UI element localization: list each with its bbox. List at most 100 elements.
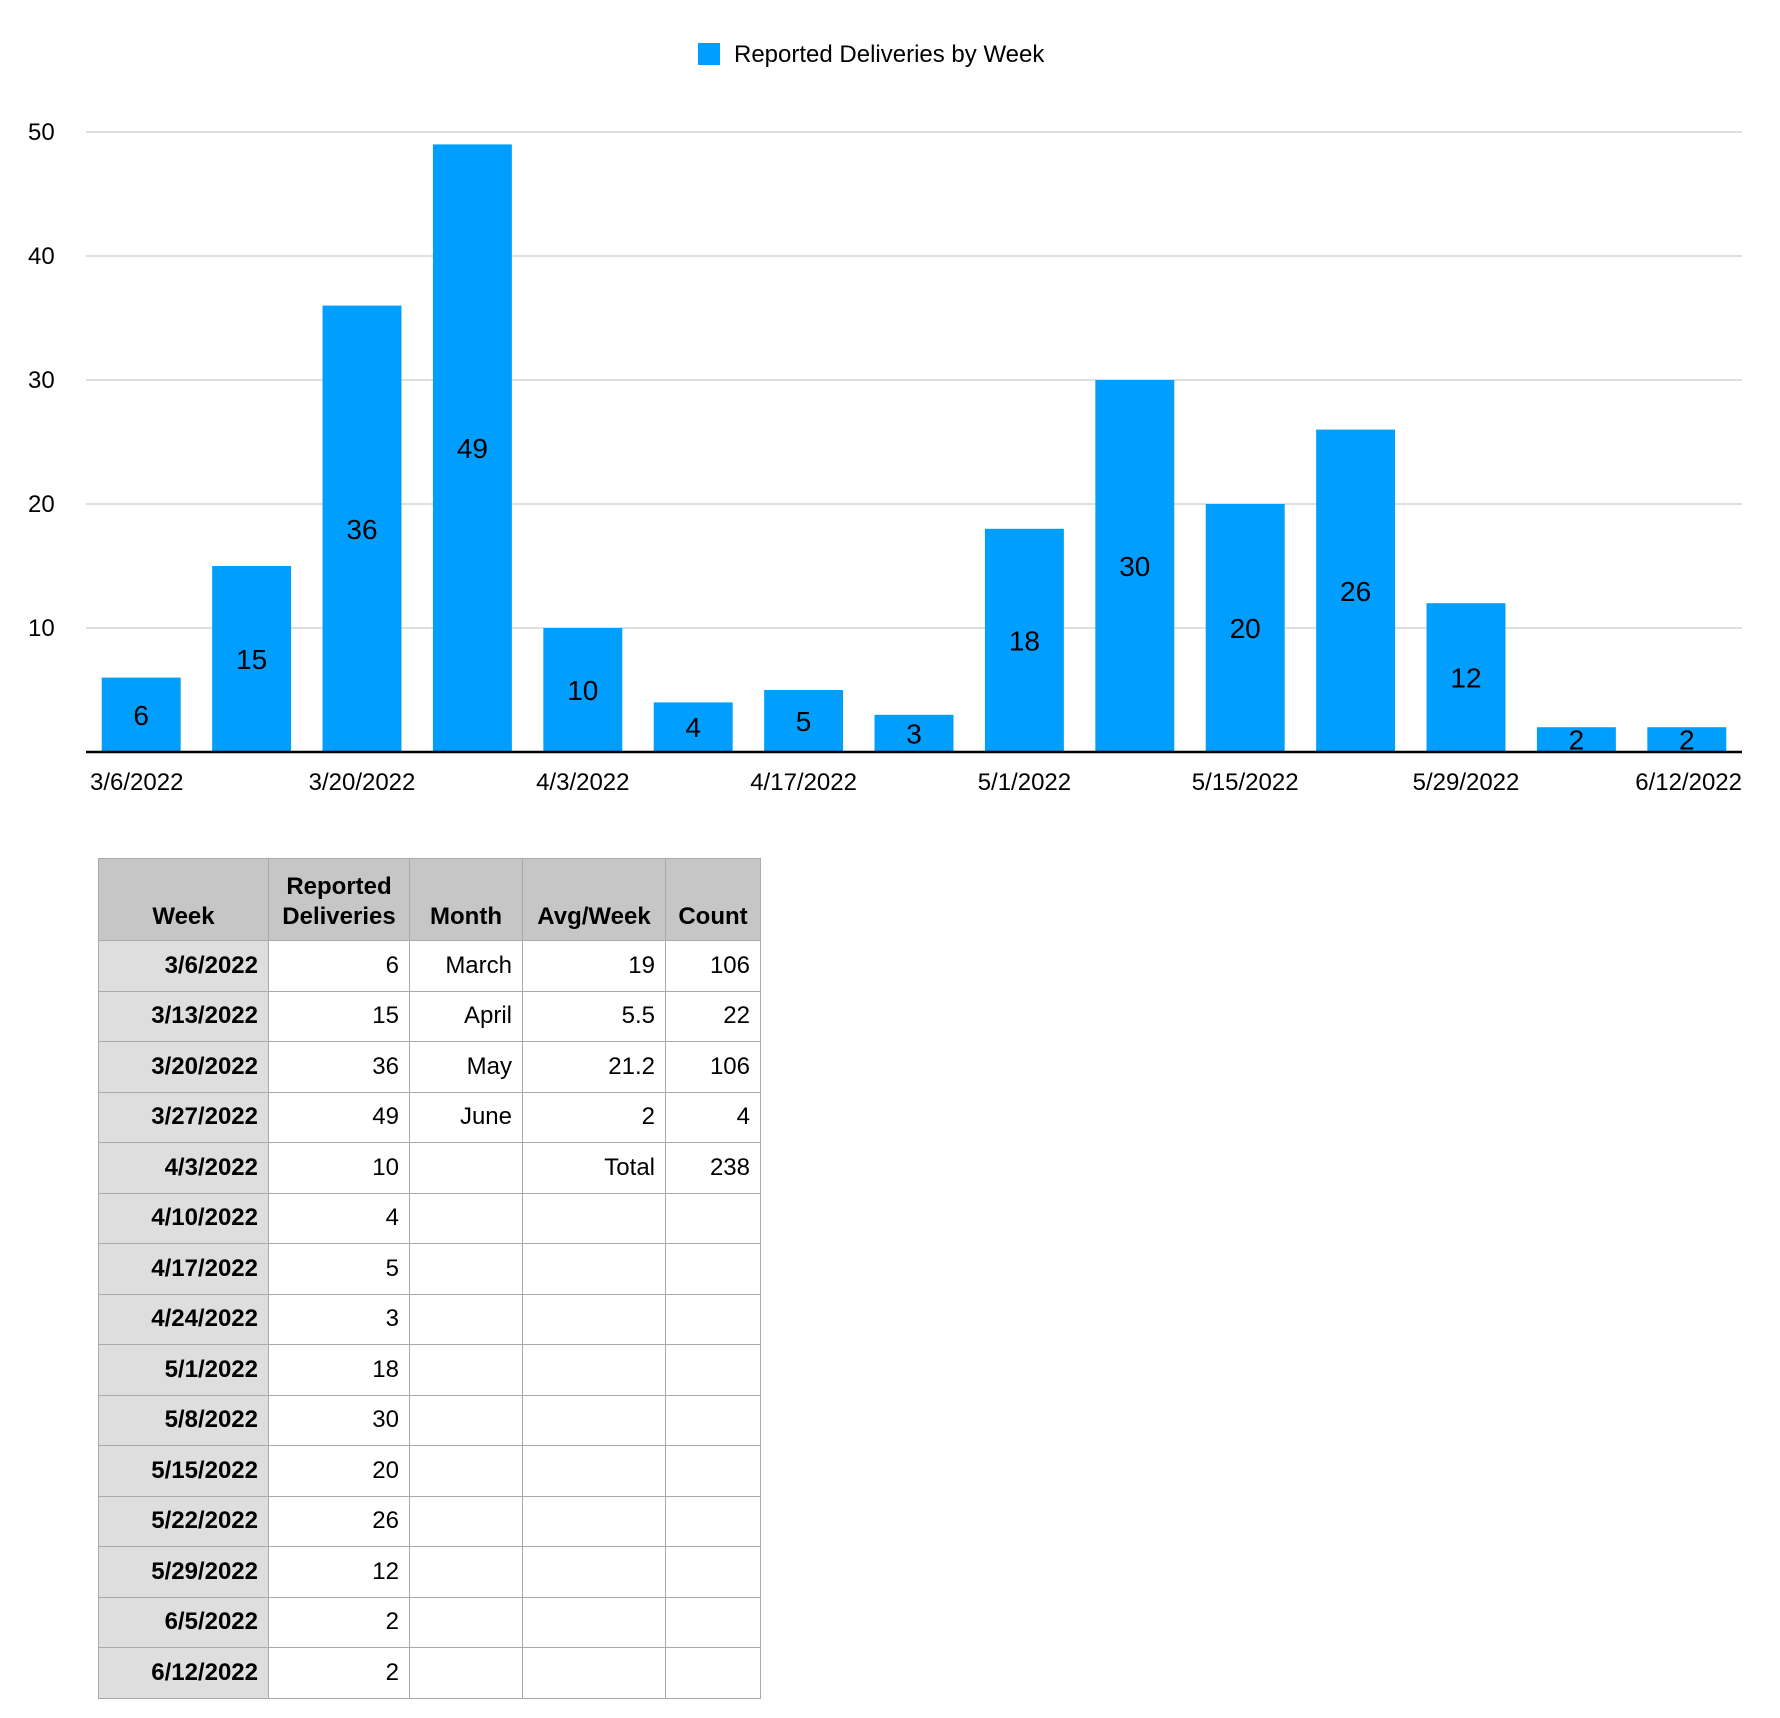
table-cell: May	[409, 1041, 523, 1093]
table-cell	[665, 1344, 761, 1396]
week-cell: 4/10/2022	[98, 1192, 269, 1244]
table-row: 3/27/2022 49 June 2 4	[98, 1091, 761, 1143]
chart-legend: Reported Deliveries by Week	[698, 41, 1045, 68]
table-cell	[665, 1495, 761, 1547]
bar	[1647, 727, 1727, 752]
table-cell: 30	[268, 1394, 410, 1446]
bar	[1095, 380, 1175, 752]
table-cell: 10	[268, 1142, 410, 1194]
bar-data-label: 26	[1340, 576, 1371, 607]
week-cell: 5/29/2022	[98, 1546, 269, 1598]
x-tick-label: 5/15/2022	[1192, 769, 1299, 796]
column-header: Avg/Week	[522, 858, 666, 941]
bar	[653, 702, 733, 752]
bar-data-label: 2	[1569, 725, 1585, 756]
table-cell: 20	[268, 1445, 410, 1497]
bar	[1536, 727, 1616, 752]
bar-data-label: 15	[236, 644, 267, 675]
bar	[322, 305, 402, 752]
table-cell	[522, 1344, 666, 1396]
table-row: 5/15/2022 20	[98, 1445, 761, 1497]
table-cell	[665, 1293, 761, 1345]
week-cell: 3/20/2022	[98, 1041, 269, 1093]
table-cell: 49	[268, 1091, 410, 1143]
table-cell	[665, 1243, 761, 1295]
table-row: 3/13/2022 15 April 5.5 22	[98, 990, 761, 1042]
table-row: 5/1/2022 18	[98, 1344, 761, 1396]
bar	[101, 677, 181, 752]
table-cell: 12	[268, 1546, 410, 1598]
week-cell: 4/3/2022	[98, 1142, 269, 1194]
week-cell: 3/27/2022	[98, 1091, 269, 1143]
table-header-row: Week Reported Deliveries Month Avg/Week Count	[98, 858, 761, 941]
column-header-text: Count	[678, 903, 748, 930]
table-cell: 2	[268, 1647, 410, 1699]
bar-data-label: 49	[457, 433, 488, 464]
bar	[1316, 429, 1396, 752]
bar	[1426, 603, 1506, 752]
table-cell	[409, 1647, 523, 1699]
y-tick-label: 50	[28, 119, 55, 146]
bar-data-label: 18	[1009, 625, 1040, 656]
table-cell	[409, 1344, 523, 1396]
legend-label: Reported Deliveries by Week	[734, 41, 1045, 68]
y-tick-label: 20	[28, 491, 55, 518]
week-cell: 3/13/2022	[98, 990, 269, 1042]
column-header-text: Week	[152, 903, 215, 930]
x-tick-label: 5/29/2022	[1413, 769, 1520, 796]
x-axis-tick-labels: 3/6/2022 3/20/2022 4/3/2022 4/17/2022 5/1/20…	[90, 769, 1742, 796]
x-tick-label: 3/6/2022	[90, 769, 183, 796]
table-cell	[409, 1142, 523, 1194]
column-header-text: Avg/Week	[537, 903, 651, 930]
bar-data-label: 3	[906, 718, 922, 749]
table-row: 5/8/2022 30	[98, 1394, 761, 1446]
table-cell	[522, 1243, 666, 1295]
column-header: Week	[98, 858, 269, 941]
bars	[101, 144, 1727, 752]
bar-chart: Reported Deliveries by Week 10 20 30 40 50 6…	[28, 41, 1742, 796]
table-cell: 22	[665, 990, 761, 1042]
table-cell	[409, 1596, 523, 1648]
y-tick-label: 10	[28, 615, 55, 642]
table-row: 4/17/2022 5	[98, 1243, 761, 1295]
table-row: 5/22/2022 26	[98, 1495, 761, 1547]
table-cell: 4	[665, 1091, 761, 1143]
table-cell: 2	[522, 1091, 666, 1143]
week-cell: 5/8/2022	[98, 1394, 269, 1446]
table-body: 3/6/2022 6 March 19 106 3/13/2022 15 April 5.5 22…	[98, 940, 761, 1699]
legend-swatch	[698, 43, 720, 65]
table-cell	[665, 1596, 761, 1648]
week-cell: 5/22/2022	[98, 1495, 269, 1547]
table-row: 4/3/2022 10 Total 238	[98, 1142, 761, 1194]
table-cell	[409, 1394, 523, 1446]
table-row: 5/29/2022 12	[98, 1546, 761, 1598]
table-cell: 15	[268, 990, 410, 1042]
week-cell: 4/24/2022	[98, 1293, 269, 1345]
table-row: 6/12/2022 2	[98, 1647, 761, 1699]
table-cell	[522, 1596, 666, 1648]
column-header: Month	[409, 858, 523, 941]
y-tick-label: 40	[28, 243, 55, 270]
table-cell: 2	[268, 1596, 410, 1648]
bar-data-label: 10	[567, 675, 598, 706]
bar-data-label: 20	[1230, 613, 1261, 644]
x-tick-label: 3/20/2022	[309, 769, 416, 796]
bar-data-labels: 6 15 36 49 10 4 5 3 18 30 20 26 12 2 2	[133, 433, 1694, 755]
bar	[874, 714, 954, 752]
table-row: 4/24/2022 3	[98, 1293, 761, 1345]
y-tick-label: 30	[28, 367, 55, 394]
table-cell: 5	[268, 1243, 410, 1295]
column-header-text: Deliveries	[282, 903, 396, 930]
bar-data-label: 36	[346, 514, 377, 545]
x-tick-label: 4/3/2022	[536, 769, 629, 796]
week-cell: 4/17/2022	[98, 1243, 269, 1295]
table-cell: 6	[268, 940, 410, 992]
table-row: 3/20/2022 36 May 21.2 106	[98, 1041, 761, 1093]
table-row: 3/6/2022 6 March 19 106	[98, 940, 761, 992]
table-cell	[409, 1495, 523, 1547]
bar	[432, 144, 512, 752]
x-tick-label: 6/12/2022	[1635, 769, 1742, 796]
table-cell	[665, 1546, 761, 1598]
bar-data-label: 30	[1119, 551, 1150, 582]
bar	[1205, 504, 1285, 752]
